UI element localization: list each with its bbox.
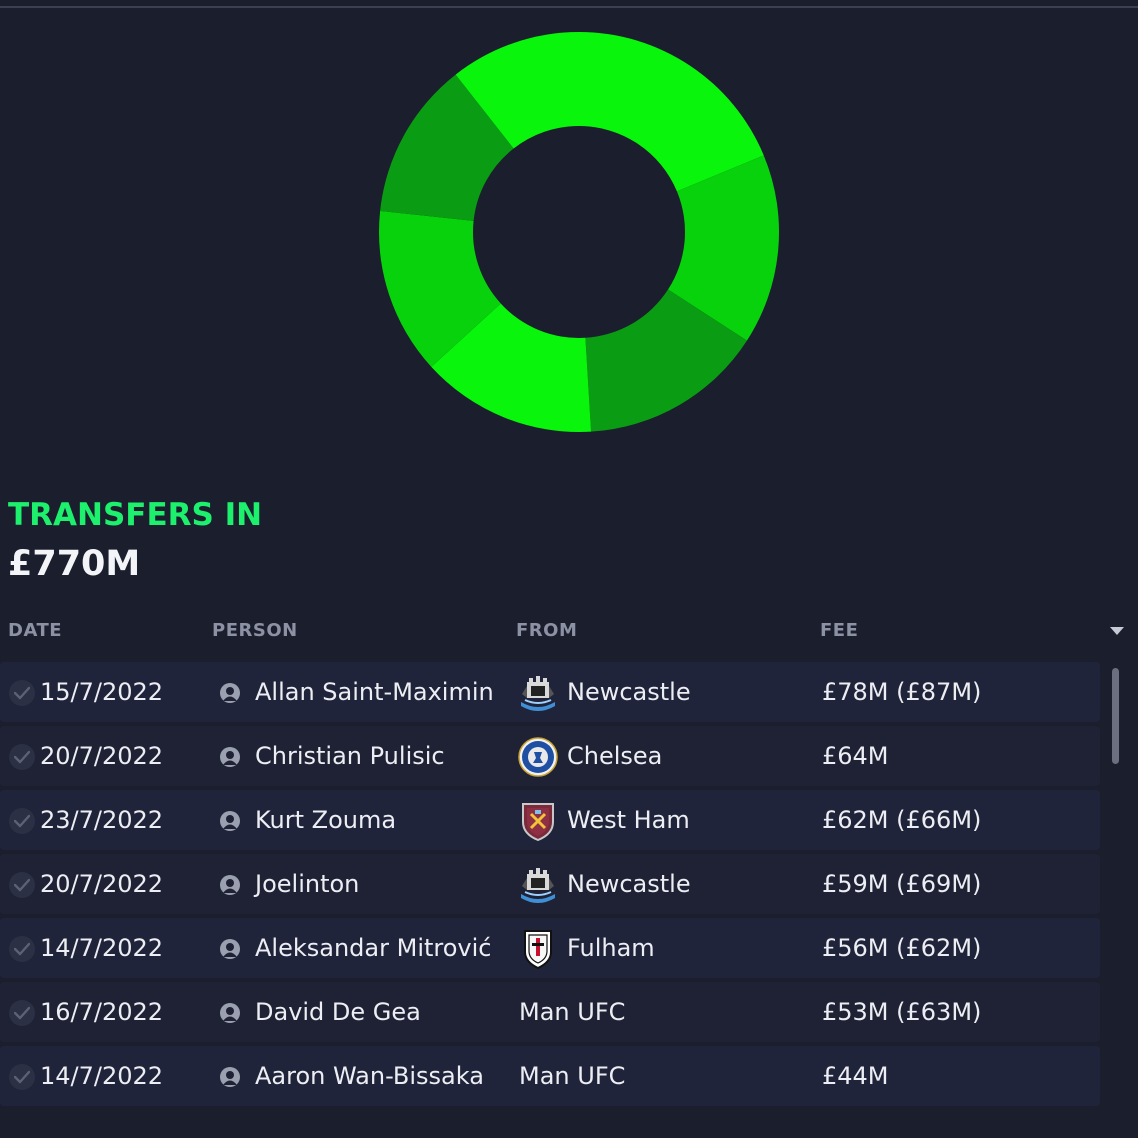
transfer-date: 23/7/2022 xyxy=(40,806,164,834)
section-total: £770M xyxy=(8,544,141,584)
person-icon xyxy=(219,682,241,704)
newcastle-crest-icon xyxy=(517,672,559,714)
table-scrollbar[interactable] xyxy=(1112,668,1119,764)
transfer-fee: £62M (£66M) xyxy=(822,806,982,834)
table-row[interactable]: 14/7/2022 Aleksandar Mitrović Fulham £56M (… xyxy=(0,918,1100,978)
transfer-date: 16/7/2022 xyxy=(40,998,164,1026)
fulham-crest-icon xyxy=(517,928,559,970)
top-divider xyxy=(0,6,1138,8)
completed-check-icon xyxy=(9,1000,35,1026)
west-ham-crest-icon xyxy=(517,800,559,842)
completed-check-icon xyxy=(9,872,35,898)
donut-svg xyxy=(379,32,779,432)
transfer-fee: £78M (£87M) xyxy=(822,678,982,706)
person-name-link[interactable]: Aleksandar Mitrović xyxy=(255,934,492,962)
donut-segment-2[interactable] xyxy=(668,155,779,341)
chelsea-crest-icon xyxy=(517,736,559,778)
transfer-date: 20/7/2022 xyxy=(40,870,164,898)
column-header-fee[interactable]: FEE xyxy=(820,620,859,641)
donut-segment-7[interactable] xyxy=(455,32,579,149)
table-row[interactable]: 15/7/2022 Allan Saint-Maximin Newcastle £78… xyxy=(0,662,1100,722)
completed-check-icon xyxy=(9,1064,35,1090)
person-name-link[interactable]: Christian Pulisic xyxy=(255,742,445,770)
donut-segment-5[interactable] xyxy=(379,210,501,367)
from-club-link[interactable]: Chelsea xyxy=(567,742,663,770)
table-row[interactable]: 20/7/2022 Joelinton Newcastle £59M (£69M) xyxy=(0,854,1100,914)
transfer-date: 14/7/2022 xyxy=(40,1062,164,1090)
transfers-donut-chart[interactable] xyxy=(378,31,780,433)
section-title: TRANSFERS IN xyxy=(8,497,263,533)
completed-check-icon xyxy=(9,680,35,706)
transfer-fee: £44M xyxy=(822,1062,889,1090)
table-row[interactable]: 14/7/2022 Aaron Wan-Bissaka Man UFC £44M xyxy=(0,1046,1100,1106)
transfer-date: 14/7/2022 xyxy=(40,934,164,962)
person-icon xyxy=(219,1002,241,1024)
person-icon xyxy=(219,746,241,768)
person-icon xyxy=(219,1066,241,1088)
completed-check-icon xyxy=(9,808,35,834)
from-club-link[interactable]: Newcastle xyxy=(567,678,691,706)
person-name-link[interactable]: Kurt Zouma xyxy=(255,806,397,834)
completed-check-icon xyxy=(9,936,35,962)
person-name-link[interactable]: Aaron Wan-Bissaka xyxy=(255,1062,484,1090)
from-club-link[interactable]: Man UFC xyxy=(519,1062,626,1090)
transfer-fee: £64M xyxy=(822,742,889,770)
sort-desc-icon[interactable] xyxy=(1110,627,1124,635)
donut-segment-4[interactable] xyxy=(431,303,592,432)
completed-check-icon xyxy=(9,744,35,770)
person-icon xyxy=(219,938,241,960)
transfer-fee: £53M (£63M) xyxy=(822,998,982,1026)
from-club-link[interactable]: West Ham xyxy=(567,806,690,834)
person-name-link[interactable]: Joelinton xyxy=(255,870,360,898)
from-club-link[interactable]: Newcastle xyxy=(567,870,691,898)
column-header-from[interactable]: FROM xyxy=(516,620,578,641)
from-club-link[interactable]: Fulham xyxy=(567,934,655,962)
newcastle-crest-icon xyxy=(517,864,559,906)
from-club-link[interactable]: Man UFC xyxy=(519,998,626,1026)
column-header-date[interactable]: DATE xyxy=(8,620,63,641)
donut-segment-6[interactable] xyxy=(380,74,514,221)
person-name-link[interactable]: David De Gea xyxy=(255,998,421,1026)
transfer-date: 20/7/2022 xyxy=(40,742,164,770)
column-header-person[interactable]: PERSON xyxy=(212,620,298,641)
donut-segment-1[interactable] xyxy=(579,32,764,192)
table-row[interactable]: 20/7/2022 Christian Pulisic Chelsea £64M xyxy=(0,726,1100,786)
donut-segment-3[interactable] xyxy=(585,289,747,432)
transfer-fee: £59M (£69M) xyxy=(822,870,982,898)
table-row[interactable]: 23/7/2022 Kurt Zouma West Ham £62M (£66M) xyxy=(0,790,1100,850)
person-name-link[interactable]: Allan Saint-Maximin xyxy=(255,678,494,706)
table-row[interactable]: 16/7/2022 David De Gea Man UFC £53M (£63M) xyxy=(0,982,1100,1042)
person-icon xyxy=(219,810,241,832)
transfer-date: 15/7/2022 xyxy=(40,678,164,706)
person-icon xyxy=(219,874,241,896)
table-header: DATE PERSON FROM FEE xyxy=(0,618,1138,646)
transfer-fee: £56M (£62M) xyxy=(822,934,982,962)
